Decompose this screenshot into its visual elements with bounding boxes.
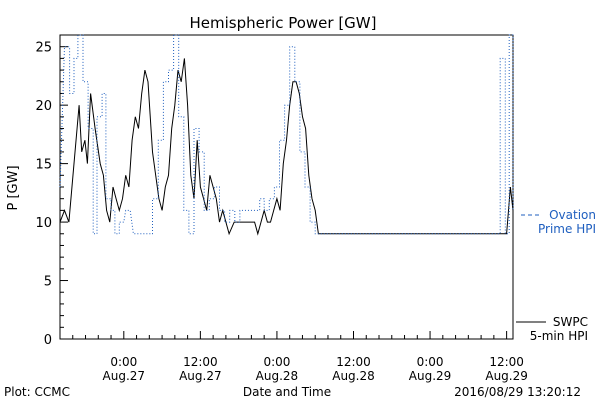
legend-ovation-line1: Ovation	[549, 208, 596, 222]
y-tick-label: 15	[35, 158, 52, 173]
x-tick-label-time: 12:00	[183, 355, 218, 369]
footer-plot-credit: Plot: CCMC	[4, 385, 70, 399]
y-tick-label: 20	[35, 99, 52, 114]
x-tick-label-date: Aug.28	[256, 369, 299, 383]
x-tick-label-date: Aug.27	[103, 369, 146, 383]
x-tick-label-time: 12:00	[336, 355, 371, 369]
legend-swpc-line1: SWPC	[553, 315, 588, 329]
legend-ovation-line2: Prime HPI	[538, 222, 596, 236]
plot-frame	[59, 34, 514, 340]
x-tick-label-date: Aug.28	[332, 369, 375, 383]
series-lines	[59, 34, 514, 236]
x-tick-label-time: 0:00	[110, 355, 137, 369]
y-tick-label: 10	[35, 216, 52, 231]
series-line-ovation	[59, 34, 514, 235]
series-line-swpc	[59, 58, 514, 236]
chart-title: Hemispheric Power [GW]	[190, 14, 377, 32]
footer-timestamp: 2016/08/29 13:20:12	[454, 385, 581, 399]
y-axis: 0 5 10 15 20 25	[35, 41, 68, 348]
x-tick-label-date: Aug.27	[179, 369, 222, 383]
x-tick-label-date: Aug.29	[485, 369, 528, 383]
x-tick-label-time: 0:00	[417, 355, 444, 369]
x-tick-label-time: 0:00	[263, 355, 290, 369]
x-axis-label: Date and Time	[243, 385, 331, 399]
y-tick-label: 25	[35, 41, 52, 56]
y-tick-label: 5	[44, 275, 52, 290]
x-tick-label-time: 12:00	[489, 355, 524, 369]
x-axis: 0:00Aug.2712:00Aug.270:00Aug.2812:00Aug.…	[59, 331, 528, 383]
y-axis-label: P [GW]	[6, 165, 21, 210]
x-tick-label-date: Aug.29	[409, 369, 452, 383]
legend-swpc-line2: 5-min HPI	[530, 329, 588, 343]
y-tick-label: 0	[44, 333, 52, 348]
